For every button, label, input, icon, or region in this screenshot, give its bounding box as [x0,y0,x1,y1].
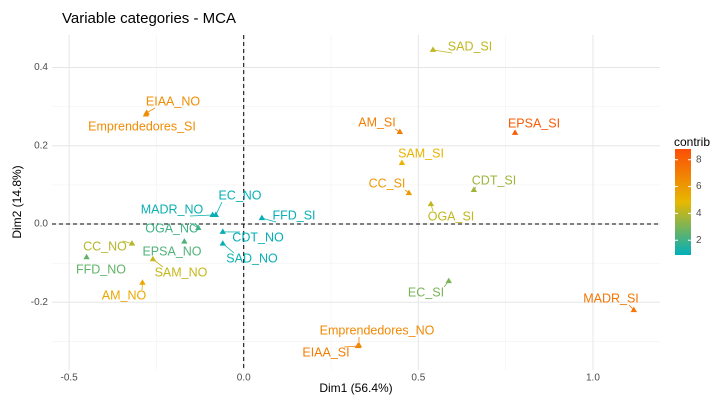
point [219,228,226,234]
point-label: EPSA_SI [508,116,560,130]
y-axis-label: Dim2 (14.8%) [10,165,24,238]
point [630,306,638,313]
point [139,279,146,285]
x-tick-label: 1.0 [586,373,600,384]
point [405,189,413,196]
point-label: OGA_NO [145,221,199,235]
label-connector [343,345,358,348]
point-label: Emprendedores_NO [320,323,435,337]
point-label: EPSA_NO [142,244,201,258]
x-axis-label: Dim1 (56.4%) [319,381,392,395]
point-label: CDT_SI [472,173,516,187]
point-label: SAD_NO [226,251,278,265]
point-label: FFD_SI [272,208,315,222]
y-tick-label: 0.0 [34,219,48,230]
point [258,214,266,221]
chart-title: Variable categories - MCA [62,10,236,27]
point-label: OGA_SI [428,209,475,223]
y-tick-label: 0.4 [34,62,48,73]
point-label: MADR_NO [141,202,204,216]
point [128,240,136,246]
legend-tick-label: 6 [696,181,702,192]
point [209,211,216,218]
point-label: AM_NO [102,288,147,302]
label-connector [189,214,213,217]
point [511,129,519,135]
point-label: EIAA_SI [302,345,349,359]
x-tick-label: 0.5 [411,373,425,384]
x-tick-label: 0.0 [237,373,251,384]
point [83,253,90,260]
point [181,238,188,244]
point [445,277,452,284]
y-tick-label: -0.2 [31,297,49,308]
point-label: MADR_SI [583,291,639,305]
point-label: AM_SI [358,115,396,129]
legend-tick-label: 8 [696,154,702,165]
point-label: EIAA_NO [146,94,200,108]
point-label: CDT_NO [232,230,284,244]
point-label: SAM_NO [155,265,208,279]
label-connector [432,49,453,54]
point [470,186,478,192]
y-tick-label: 0.2 [34,140,48,151]
legend-tick-label: 4 [696,208,702,219]
point-label: CC_NO [83,239,127,253]
point-label: Emprendedores_SI [88,119,196,133]
point [149,255,157,262]
point [398,159,406,165]
point-label: FFD_NO [76,262,126,276]
point-label: SAM_SI [398,146,444,160]
color-bar [675,149,691,255]
point [396,128,404,135]
point [195,224,202,230]
legend-tick-label: 2 [696,235,702,246]
label-connector [215,201,223,216]
point [142,110,150,117]
point-label: EC_SI [408,285,444,299]
x-tick-label: -0.5 [60,373,78,384]
point-label: EC_NO [218,188,261,202]
point [427,200,435,207]
point [429,46,437,52]
legend-title: contrib [674,135,710,149]
point-label: SAD_SI [448,39,492,53]
point [355,341,363,348]
point [219,240,226,246]
point-label: CC_SI [369,176,406,190]
